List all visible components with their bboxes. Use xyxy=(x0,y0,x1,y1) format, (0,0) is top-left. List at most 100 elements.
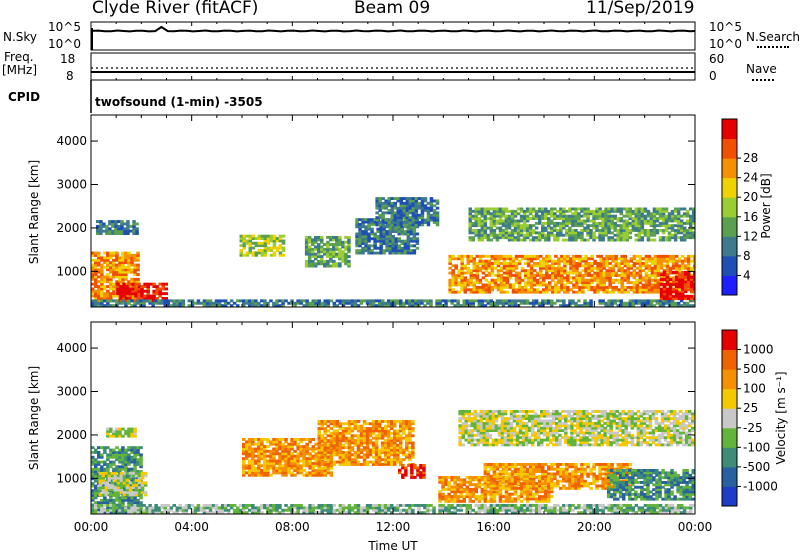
power-cell xyxy=(617,290,621,294)
power-cell xyxy=(550,301,554,305)
velocity-cell xyxy=(350,463,355,466)
velocity-cell xyxy=(299,438,303,441)
power-cell xyxy=(557,290,561,294)
power-cell xyxy=(435,211,440,215)
power-cell xyxy=(547,299,551,303)
power-cell xyxy=(251,246,256,250)
power-cell xyxy=(94,299,98,303)
power-cell xyxy=(638,271,643,275)
velocity-cell xyxy=(356,436,361,440)
velocity-cell xyxy=(260,440,264,444)
power-cell xyxy=(317,245,321,249)
power-cell xyxy=(507,299,512,303)
power-cell xyxy=(481,254,486,258)
velocity-cell xyxy=(254,442,258,446)
power-cell xyxy=(598,229,602,232)
power-cell xyxy=(463,283,467,287)
power-cell xyxy=(115,251,119,255)
power-cell xyxy=(589,229,593,232)
velocity-cell xyxy=(347,463,352,466)
power-cell xyxy=(631,224,636,228)
power-cell xyxy=(605,259,609,263)
power-cell xyxy=(355,232,359,236)
power-cell xyxy=(166,301,170,305)
power-cell xyxy=(667,212,672,216)
velocity-cell xyxy=(94,451,98,454)
velocity-cell xyxy=(308,473,312,477)
velocity-cell xyxy=(119,491,124,494)
power-cell xyxy=(584,257,588,261)
velocity-cell xyxy=(368,441,373,445)
power-cell xyxy=(429,218,434,222)
power-cell xyxy=(448,257,452,261)
velocity-cell xyxy=(399,451,403,454)
power-cell xyxy=(599,283,603,287)
power-cell xyxy=(569,288,573,292)
power-cell xyxy=(326,299,331,303)
velocity-cell xyxy=(251,464,255,468)
power-cell xyxy=(617,269,621,273)
power-cell xyxy=(134,292,138,296)
velocity-cell xyxy=(371,446,376,450)
power-cell xyxy=(526,276,531,280)
power-cell xyxy=(97,299,101,303)
power-cell xyxy=(435,299,439,303)
power-cell xyxy=(341,245,345,249)
power-cell xyxy=(690,297,694,301)
power-cell xyxy=(134,287,138,291)
velocity-cell xyxy=(329,473,334,477)
power-cell xyxy=(670,209,675,213)
power-cell xyxy=(94,266,98,269)
power-cell xyxy=(574,209,578,213)
power-cell xyxy=(596,281,600,285)
power-cell xyxy=(478,278,483,282)
power-cell xyxy=(622,214,626,218)
power-cell xyxy=(489,207,494,211)
power-cell xyxy=(610,304,614,307)
power-cell xyxy=(429,201,434,205)
power-cell xyxy=(516,231,521,235)
power-cell xyxy=(525,224,530,228)
velocity-cell xyxy=(124,448,128,452)
power-cell xyxy=(91,270,95,274)
power-cell xyxy=(448,254,452,258)
velocity-cell xyxy=(356,463,361,466)
power-cell xyxy=(685,229,690,232)
velocity-cell xyxy=(402,431,406,435)
power-cell xyxy=(589,209,593,213)
power-cell xyxy=(405,213,410,217)
power-cell xyxy=(140,287,144,291)
velocity-cell xyxy=(323,436,327,440)
velocity-cell xyxy=(133,429,137,433)
velocity-cell xyxy=(293,454,297,458)
power-cell xyxy=(510,217,515,220)
power-cell xyxy=(519,299,524,303)
velocity-cell xyxy=(393,441,397,445)
velocity-cell xyxy=(329,431,334,435)
power-cell xyxy=(565,214,569,218)
power-cell xyxy=(528,212,533,216)
power-cell xyxy=(451,271,455,275)
power-cell xyxy=(508,271,513,275)
power-cell xyxy=(667,214,672,218)
power-cell xyxy=(602,276,606,280)
power-cell xyxy=(486,233,491,237)
power-cell xyxy=(628,224,633,228)
velocity-cell xyxy=(98,493,102,497)
power-cell xyxy=(622,224,626,228)
power-cell xyxy=(335,252,339,256)
power-cell xyxy=(347,255,351,258)
power-cell xyxy=(94,294,98,298)
velocity-cell xyxy=(131,483,136,487)
velocity-cell xyxy=(272,452,276,456)
velocity-cell xyxy=(371,436,376,440)
power-cell xyxy=(112,270,116,274)
velocity-cell xyxy=(399,443,403,447)
power-cell xyxy=(667,236,672,240)
velocity-cell xyxy=(140,471,145,475)
power-cell xyxy=(149,297,153,300)
power-cell xyxy=(526,264,531,268)
power-cell xyxy=(650,257,655,261)
velocity-cell xyxy=(106,467,110,471)
power-cell xyxy=(587,283,591,287)
